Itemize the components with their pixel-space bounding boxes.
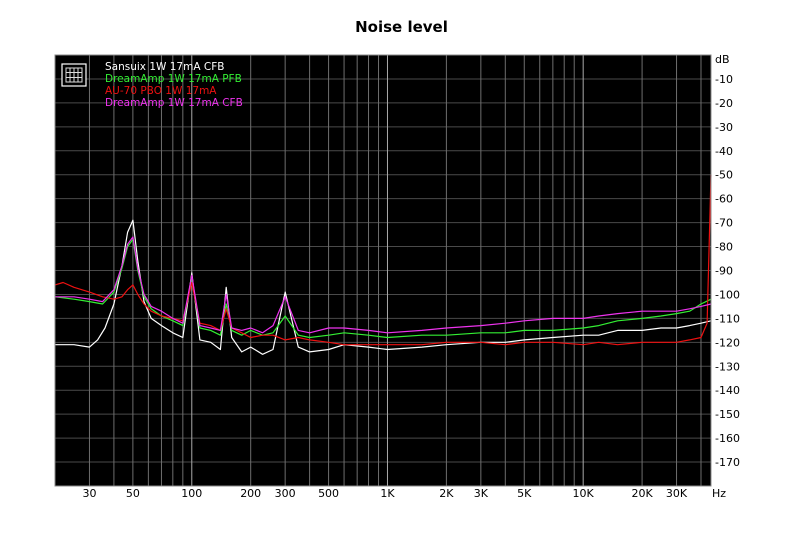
legend-entry-3: AU-70 PBO 1W 17mA bbox=[105, 85, 217, 97]
y-tick-label: -140 bbox=[715, 384, 740, 397]
x-tick-label: 20K bbox=[631, 487, 653, 500]
y-tick-label: -70 bbox=[715, 217, 733, 230]
x-tick-label: 200 bbox=[240, 487, 261, 500]
x-tick-label: 50 bbox=[126, 487, 140, 500]
x-tick-label: 30K bbox=[666, 487, 688, 500]
y-tick-label: -120 bbox=[715, 336, 740, 349]
series-line-1 bbox=[55, 219, 712, 355]
x-tick-label: 10K bbox=[573, 487, 595, 500]
y-tick-label: -60 bbox=[715, 193, 733, 206]
x-tick-label: 5K bbox=[517, 487, 532, 500]
y-tick-label: -80 bbox=[715, 241, 733, 254]
y-tick-label: -30 bbox=[715, 121, 733, 134]
x-tick-label: 1K bbox=[380, 487, 395, 500]
y-tick-label: -90 bbox=[715, 265, 733, 278]
x-tick-label: 500 bbox=[318, 487, 339, 500]
plot-frame bbox=[54, 54, 712, 487]
legend-entry-4: DreamAmp 1W 17mA CFB bbox=[105, 97, 243, 109]
series-line-4 bbox=[55, 236, 712, 334]
series-line-3 bbox=[54, 174, 712, 346]
x-tick-label: 300 bbox=[275, 487, 296, 500]
grid-lines bbox=[54, 55, 711, 486]
x-tick-label: 3K bbox=[474, 487, 489, 500]
y-tick-label: -100 bbox=[715, 288, 740, 301]
y-tick-label: -40 bbox=[715, 145, 733, 158]
x-tick-label: 100 bbox=[181, 487, 202, 500]
y-tick-label: -150 bbox=[715, 408, 740, 421]
y-tick-label: -160 bbox=[715, 432, 740, 445]
chart-title: Noise level bbox=[355, 18, 448, 36]
y-tick-label: -170 bbox=[715, 456, 740, 469]
legend-icon bbox=[61, 63, 87, 87]
y-tick-label: -110 bbox=[715, 312, 740, 325]
legend-entry-2: DreamAmp 1W 17mA PFB bbox=[105, 73, 242, 85]
y-tick-label: -20 bbox=[715, 97, 733, 110]
x-tick-label: 2K bbox=[439, 487, 454, 500]
series-layer bbox=[54, 174, 712, 355]
y-tick-label: -50 bbox=[715, 169, 733, 182]
x-axis-label: Hz bbox=[712, 487, 726, 500]
y-tick-label: -130 bbox=[715, 360, 740, 373]
legend-entry-1: Sansuix 1W 17mA CFB bbox=[105, 61, 224, 73]
x-tick-label: 30 bbox=[82, 487, 96, 500]
y-tick-label: dB bbox=[715, 53, 730, 66]
y-tick-label: -10 bbox=[715, 73, 733, 86]
axes: 30 50 100 200 300 500 1K 2K 3K 5K 10K 20K 30K Hz dB -10… bbox=[82, 53, 740, 500]
